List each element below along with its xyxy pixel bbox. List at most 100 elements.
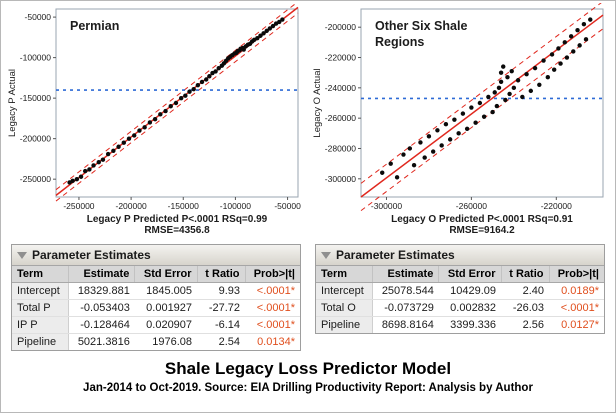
data-point[interactable] [168, 104, 173, 109]
data-point[interactable] [199, 79, 205, 85]
data-point[interactable] [501, 64, 506, 69]
data-point[interactable] [158, 112, 163, 117]
disclosure-icon[interactable] [321, 251, 331, 259]
data-point[interactable] [581, 21, 587, 27]
disclosure-icon[interactable] [17, 251, 27, 259]
data-point[interactable] [258, 33, 263, 38]
data-point[interactable] [562, 40, 567, 45]
data-point[interactable] [498, 79, 504, 84]
data-point[interactable] [481, 114, 487, 119]
data-point[interactable] [183, 93, 188, 98]
data-point[interactable] [277, 19, 282, 25]
data-point[interactable] [126, 136, 132, 141]
data-point[interactable] [173, 100, 179, 106]
data-point[interactable] [549, 52, 555, 57]
data-point[interactable] [187, 89, 192, 94]
data-point[interactable] [564, 55, 570, 60]
data-point[interactable] [100, 157, 106, 162]
data-point[interactable] [494, 103, 500, 109]
data-point[interactable] [426, 134, 432, 139]
data-point[interactable] [583, 37, 589, 42]
table-title-bar[interactable]: Parameter Estimates [12, 245, 300, 266]
data-point[interactable] [121, 140, 127, 145]
data-point[interactable] [270, 23, 276, 29]
data-point[interactable] [524, 71, 529, 77]
data-point[interactable] [503, 97, 508, 103]
data-point[interactable] [477, 100, 483, 106]
data-point[interactable] [498, 70, 504, 75]
data-point[interactable] [204, 77, 209, 82]
data-point[interactable] [520, 94, 525, 100]
data-point[interactable] [469, 105, 474, 110]
data-point[interactable] [439, 143, 444, 148]
data-point[interactable] [91, 163, 96, 168]
data-point[interactable] [380, 170, 385, 175]
data-point[interactable] [575, 28, 580, 33]
data-point[interactable] [435, 128, 440, 133]
data-point[interactable] [207, 74, 212, 79]
data-point[interactable] [422, 155, 427, 160]
data-point[interactable] [473, 120, 478, 125]
data-point[interactable] [430, 149, 436, 154]
data-point[interactable] [105, 151, 111, 157]
data-point[interactable] [568, 34, 574, 39]
data-point[interactable] [537, 82, 542, 88]
data-point[interactable] [507, 91, 512, 97]
data-point[interactable] [78, 174, 84, 179]
data-point[interactable] [511, 85, 517, 91]
data-point[interactable] [191, 87, 196, 92]
data-point[interactable] [418, 140, 423, 145]
data-point[interactable] [87, 167, 92, 172]
data-point[interactable] [163, 108, 168, 114]
data-point[interactable] [255, 35, 260, 41]
data-point[interactable] [195, 82, 201, 88]
data-point[interactable] [407, 146, 413, 151]
data-point[interactable] [571, 49, 576, 54]
data-point[interactable] [505, 75, 510, 80]
data-point[interactable] [545, 75, 551, 80]
data-point[interactable] [216, 65, 221, 71]
data-point[interactable] [411, 162, 417, 168]
data-point[interactable] [452, 117, 457, 122]
data-point[interactable] [460, 111, 466, 116]
data-point[interactable] [116, 144, 121, 149]
data-point[interactable] [132, 133, 137, 138]
data-point[interactable] [532, 65, 538, 71]
data-point[interactable] [509, 68, 514, 74]
data-point[interactable] [486, 94, 491, 100]
data-point[interactable] [515, 78, 521, 83]
data-point[interactable] [280, 17, 285, 22]
data-point[interactable] [70, 178, 75, 183]
data-point[interactable] [213, 69, 218, 74]
data-point[interactable] [152, 117, 158, 122]
other-six-scatter-plot[interactable]: -300000 -260000 -220000 -300000 -280000 -2600… [309, 3, 612, 239]
data-point[interactable] [492, 90, 497, 95]
data-point[interactable] [558, 61, 563, 66]
data-point[interactable] [464, 126, 470, 131]
data-point[interactable] [267, 26, 273, 31]
data-point[interactable] [443, 122, 449, 127]
data-point[interactable] [142, 125, 147, 130]
data-point[interactable] [456, 131, 461, 136]
data-point[interactable] [556, 46, 561, 51]
data-point[interactable] [490, 109, 495, 115]
data-point[interactable] [496, 85, 502, 91]
data-point[interactable] [528, 88, 534, 94]
data-point[interactable] [588, 17, 593, 22]
data-point[interactable] [577, 43, 582, 48]
data-point[interactable] [394, 175, 400, 180]
data-point[interactable] [241, 47, 246, 52]
data-point[interactable] [541, 58, 546, 63]
data-point[interactable] [96, 159, 101, 165]
data-point[interactable] [401, 152, 406, 157]
data-point[interactable] [137, 128, 142, 133]
data-point[interactable] [264, 28, 269, 34]
data-point[interactable] [74, 176, 80, 182]
data-point[interactable] [147, 120, 153, 125]
data-point[interactable] [178, 95, 184, 101]
data-point[interactable] [551, 67, 557, 72]
table-title-bar[interactable]: Parameter Estimates [316, 245, 604, 266]
permian-scatter-plot[interactable]: -250000 -200000 -150000 -100000 -50000 -25000… [4, 3, 307, 239]
data-point[interactable] [111, 148, 116, 154]
data-point[interactable] [83, 168, 88, 174]
